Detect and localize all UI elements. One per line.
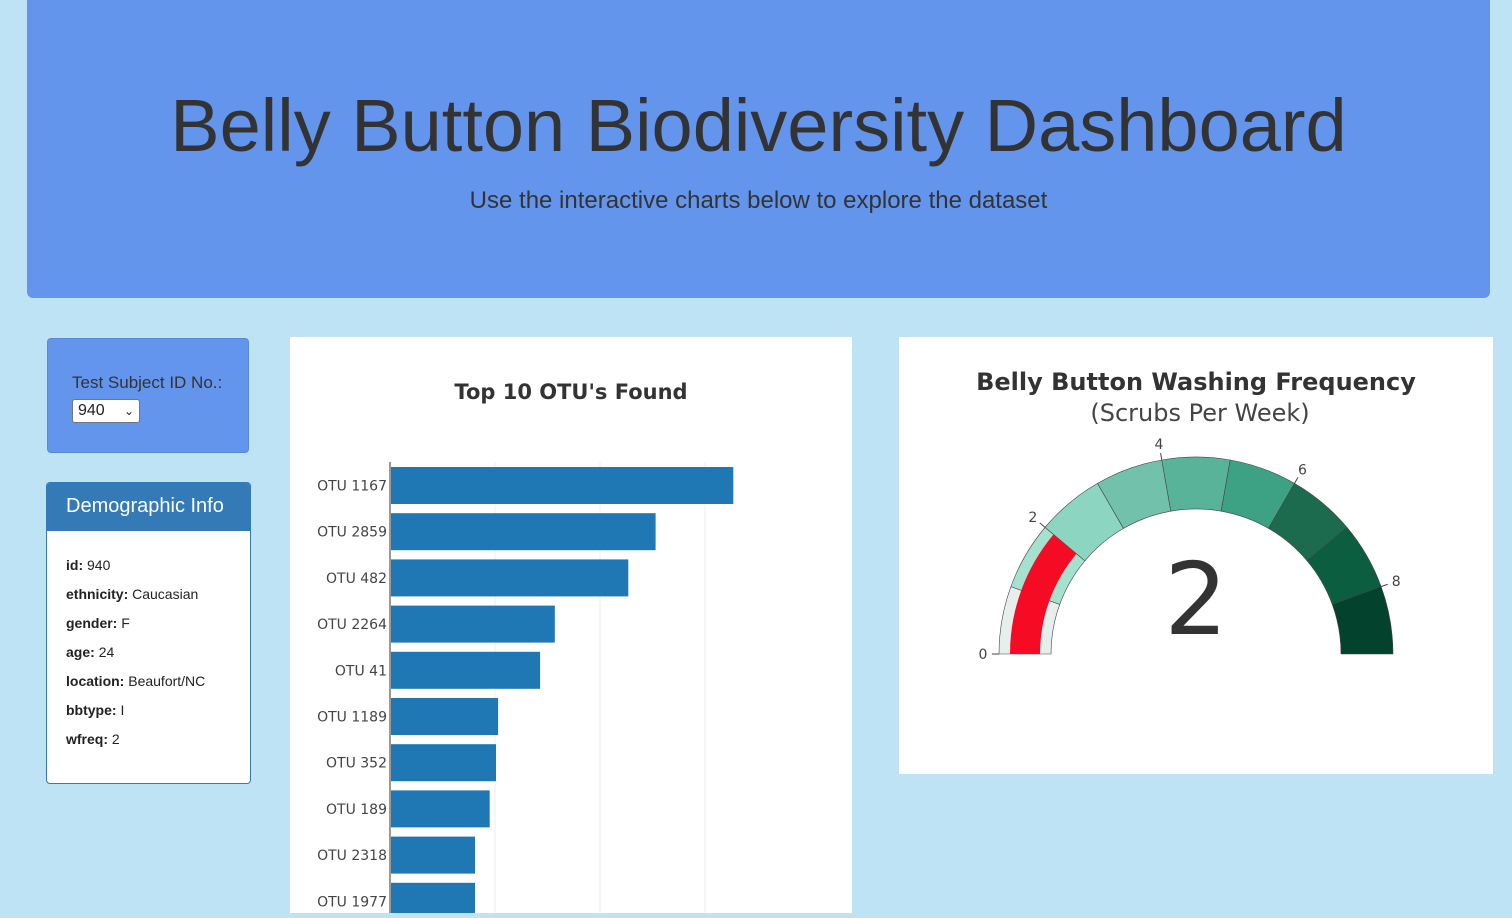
- demographic-info-list: id: 940 ethnicity: Caucasian gender: F a…: [47, 531, 250, 760]
- bar-mark[interactable]: [391, 513, 656, 551]
- demographic-row: gender: F: [66, 615, 231, 644]
- bar-category-label: OTU 2318: [317, 848, 387, 864]
- gauge-title: Belly Button Washing Frequency: [976, 368, 1416, 396]
- demo-key: wfreq:: [66, 731, 108, 747]
- bar-category-label: OTU 2859: [317, 525, 387, 541]
- gauge-chart-container[interactable]: Belly Button Washing Frequency (Scrubs P…: [899, 337, 1493, 774]
- bar-mark[interactable]: [391, 882, 475, 918]
- bar-category-label: OTU 189: [326, 802, 387, 818]
- demo-value: Beaufort/NC: [128, 673, 206, 689]
- bar-mark[interactable]: [391, 605, 555, 643]
- gauge-tick-label: 2: [1028, 510, 1037, 526]
- demo-key: location:: [66, 673, 125, 689]
- demo-value: Caucasian: [132, 586, 199, 602]
- demo-key: ethnicity:: [66, 586, 129, 602]
- gauge-step-segment: [1161, 456, 1231, 512]
- gauge-step-segment: [1331, 586, 1394, 655]
- bar-category-label: OTU 2264: [317, 617, 387, 633]
- bar-category-label: OTU 1167: [317, 479, 387, 495]
- gauge-value-number: 2: [1164, 541, 1228, 658]
- bar-mark[interactable]: [391, 698, 499, 735]
- gauge-tick-mark: [1294, 477, 1299, 484]
- demo-key: id:: [66, 557, 84, 573]
- gauge-tick-mark: [1160, 453, 1163, 461]
- top-otu-bar-chart[interactable]: Top 10 OTU's Found OTU 1167 OTU 2859 OTU 4…: [290, 337, 852, 918]
- bar-category-label: OTU 1189: [317, 710, 387, 726]
- demographic-panel: Demographic Info id: 940 ethnicity: Cauc…: [46, 482, 251, 784]
- subject-id-value: 940: [78, 402, 105, 419]
- demo-key: gender:: [66, 615, 118, 631]
- demo-value: 940: [87, 557, 111, 573]
- gauge-tick-label: 4: [1155, 437, 1164, 453]
- gauge-tick-label: 6: [1298, 463, 1307, 479]
- bar-mark[interactable]: [391, 559, 629, 597]
- bar-category-label: OTU 1977: [317, 894, 387, 910]
- bar-mark[interactable]: [391, 744, 496, 782]
- bar-chart-title: Top 10 OTU's Found: [454, 380, 687, 404]
- bar-mark[interactable]: [391, 836, 475, 874]
- demographic-row: bbtype: I: [66, 702, 231, 731]
- demographic-row: wfreq: 2: [66, 731, 231, 760]
- page-title: Belly Button Biodiversity Dashboard: [170, 84, 1347, 167]
- page-subtitle: Use the interactive charts below to expl…: [469, 187, 1048, 214]
- bar-chart-container[interactable]: Top 10 OTU's Found OTU 1167 OTU 2859 OTU 4…: [290, 337, 852, 918]
- demo-key: age:: [66, 644, 95, 660]
- gauge-tick-mark: [1039, 522, 1046, 528]
- demo-value: 24: [98, 644, 115, 660]
- demographic-row: ethnicity: Caucasian: [66, 586, 231, 615]
- gauge-subtitle: (Scrubs Per Week): [1090, 399, 1309, 427]
- demographic-row: age: 24: [66, 644, 231, 673]
- demo-value: I: [120, 702, 125, 718]
- subject-id-select[interactable]: 940 ⌄: [72, 399, 140, 423]
- gauge-tick-label: 0: [979, 647, 988, 663]
- gauge-tick-mark: [1380, 583, 1388, 588]
- header-jumbotron: Belly Button Biodiversity Dashboard Use …: [27, 0, 1490, 298]
- demo-key: bbtype:: [66, 702, 117, 718]
- bar-category-label: OTU 482: [326, 571, 387, 587]
- gauge-tick-label: 8: [1392, 574, 1401, 590]
- bar-mark[interactable]: [391, 790, 490, 828]
- subject-select-label: Test Subject ID No.:: [72, 373, 223, 392]
- chevron-down-icon: ⌄: [123, 404, 134, 418]
- demographic-panel-title: Demographic Info: [47, 483, 250, 531]
- bar-mark[interactable]: [391, 651, 541, 689]
- gauge-value-bar: [1010, 534, 1077, 654]
- subject-selector-well: Test Subject ID No.: 940 ⌄: [47, 338, 249, 453]
- demographic-row: location: Beaufort/NC: [66, 673, 231, 702]
- demo-value: 2: [111, 731, 120, 747]
- demographic-row: id: 940: [66, 557, 231, 586]
- bar-category-label: OTU 352: [326, 756, 387, 772]
- bar-mark[interactable]: [391, 467, 734, 504]
- bar-category-label: OTU 41: [335, 663, 387, 679]
- washing-frequency-gauge[interactable]: Belly Button Washing Frequency (Scrubs P…: [899, 337, 1493, 774]
- demo-value: F: [121, 615, 130, 631]
